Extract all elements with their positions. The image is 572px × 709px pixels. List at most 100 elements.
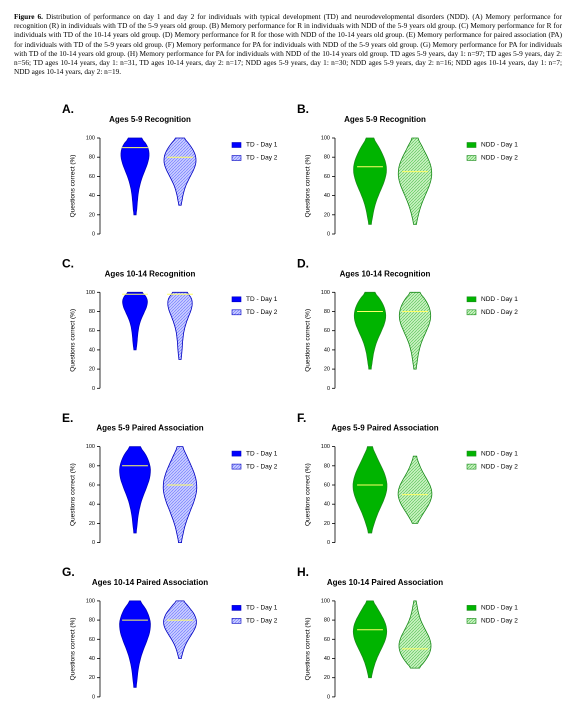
- y-axis-label: Questions correct (%): [305, 309, 312, 372]
- panel-letter: B.: [297, 102, 309, 116]
- y-tick-label: 100: [86, 290, 95, 296]
- y-tick-label: 0: [92, 540, 95, 546]
- y-tick-label: 20: [324, 212, 330, 218]
- y-tick-label: 60: [324, 174, 330, 180]
- legend-swatch: [466, 155, 477, 161]
- y-tick-label: 0: [92, 386, 95, 392]
- y-tick-label: 40: [324, 347, 330, 353]
- y-tick-label: 40: [89, 656, 95, 662]
- y-tick-label: 40: [324, 656, 330, 662]
- chart-title: Ages 10-14 Recognition: [105, 269, 196, 278]
- violin: [353, 291, 387, 370]
- y-tick-label: 0: [92, 694, 95, 700]
- y-tick-label: 60: [324, 482, 330, 488]
- y-axis-label: Questions correct (%): [70, 309, 77, 372]
- y-tick-label: 80: [324, 155, 330, 161]
- y-tick-label: 0: [327, 540, 330, 546]
- legend-label: TD - Day 2: [246, 155, 278, 162]
- panel-letter: F.: [297, 411, 306, 425]
- legend-label: NDD - Day 2: [481, 463, 518, 470]
- y-tick-label: 20: [89, 367, 95, 373]
- y-tick-label: 20: [89, 212, 95, 218]
- legend-swatch: [231, 450, 242, 457]
- panel-letter: G.: [62, 565, 75, 579]
- chart-title: Ages 10-14 Paired Association: [92, 578, 208, 587]
- legend-label: NDD - Day 1: [481, 605, 518, 612]
- y-tick-label: 20: [324, 521, 330, 527]
- y-tick-label: 0: [327, 231, 330, 237]
- violin: [352, 600, 388, 679]
- legend-swatch: [466, 142, 477, 148]
- chart-title: Ages 5-9 Paired Association: [96, 424, 203, 433]
- violin: [120, 137, 150, 216]
- legend-label: NDD - Day 2: [481, 155, 518, 162]
- legend-swatch: [231, 296, 242, 303]
- violin: [397, 455, 433, 524]
- y-tick-label: 60: [89, 637, 95, 643]
- panel-letter: D.: [297, 256, 309, 270]
- caption-label: Figure 6.: [14, 12, 43, 21]
- legend-label: NDD - Day 2: [481, 309, 518, 316]
- y-tick-label: 60: [89, 328, 95, 334]
- y-axis-label: Questions correct (%): [305, 617, 312, 680]
- y-tick-label: 20: [324, 367, 330, 373]
- violin: [167, 291, 193, 360]
- y-axis-label: Questions correct (%): [305, 463, 312, 526]
- y-tick-label: 80: [324, 618, 330, 624]
- legend-swatch: [231, 309, 242, 316]
- legend-swatch: [231, 142, 242, 148]
- y-tick-label: 100: [321, 135, 330, 141]
- legend-label: TD - Day 1: [246, 450, 278, 457]
- violin: [398, 291, 432, 370]
- caption: Figure 6. Distribution of performance on…: [14, 12, 562, 76]
- y-tick-label: 80: [89, 618, 95, 624]
- y-axis-label: Questions correct (%): [305, 155, 312, 218]
- legend-label: TD - Day 1: [246, 296, 278, 303]
- panel-letter: H.: [297, 565, 309, 579]
- y-tick-label: 100: [321, 444, 330, 450]
- legend-swatch: [231, 618, 242, 624]
- chart-title: Ages 5-9 Recognition: [109, 115, 191, 124]
- legend-swatch: [231, 605, 242, 611]
- violin: [163, 137, 197, 206]
- violin: [398, 600, 432, 669]
- violin: [122, 291, 148, 351]
- legend-swatch: [466, 463, 477, 470]
- legend-label: TD - Day 1: [246, 605, 278, 612]
- y-tick-label: 80: [89, 309, 95, 315]
- legend-label: NDD - Day 1: [481, 296, 518, 303]
- legend-swatch: [466, 618, 477, 624]
- violin: [353, 137, 387, 225]
- violin: [119, 600, 151, 688]
- legend-swatch: [231, 155, 242, 161]
- violin: [163, 600, 197, 659]
- y-tick-label: 80: [324, 309, 330, 315]
- y-tick-label: 0: [327, 386, 330, 392]
- y-tick-label: 80: [324, 463, 330, 469]
- y-tick-label: 40: [324, 193, 330, 199]
- panel-letter: A.: [62, 102, 74, 116]
- legend-label: TD - Day 2: [246, 309, 278, 316]
- y-tick-label: 60: [324, 637, 330, 643]
- legend-label: NDD - Day 2: [481, 618, 518, 625]
- legend-label: NDD - Day 1: [481, 450, 518, 457]
- y-tick-label: 0: [92, 231, 95, 237]
- y-tick-label: 40: [324, 502, 330, 508]
- y-tick-label: 20: [324, 675, 330, 681]
- legend-swatch: [466, 605, 477, 611]
- legend-swatch: [466, 296, 477, 303]
- violin: [352, 446, 388, 534]
- y-tick-label: 100: [321, 290, 330, 296]
- y-tick-label: 80: [89, 463, 95, 469]
- panel-letter: C.: [62, 256, 74, 270]
- chart-title: Ages 5-9 Recognition: [344, 115, 426, 124]
- y-axis-label: Questions correct (%): [70, 617, 77, 680]
- legend-label: TD - Day 2: [246, 463, 278, 470]
- y-tick-label: 100: [86, 444, 95, 450]
- y-tick-label: 100: [86, 598, 95, 604]
- y-tick-label: 100: [86, 135, 95, 141]
- y-tick-label: 0: [327, 694, 330, 700]
- y-tick-label: 20: [89, 521, 95, 527]
